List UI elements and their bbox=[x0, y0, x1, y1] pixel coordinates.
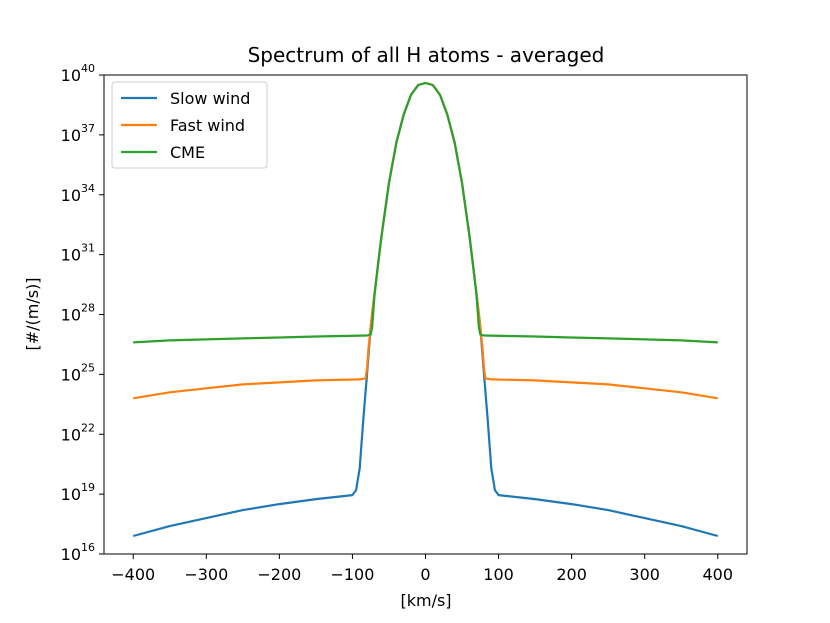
y-tick-base: 10 bbox=[61, 126, 81, 145]
x-axis: −400 −300 −200 −100 0 100 200 300 400 bbox=[111, 554, 733, 584]
y-tick-label: 1025 bbox=[61, 361, 95, 384]
x-tick-label: −200 bbox=[257, 565, 301, 584]
x-tick-label: 300 bbox=[629, 565, 660, 584]
series-layer bbox=[132, 81, 719, 538]
y-tick-exponent: 22 bbox=[81, 421, 95, 434]
y-tick-base: 10 bbox=[61, 186, 81, 205]
y-tick-exponent: 40 bbox=[81, 62, 95, 75]
y-tick-label: 1022 bbox=[61, 421, 95, 444]
y-tick-exponent: 25 bbox=[81, 361, 95, 374]
legend-label-cme: CME bbox=[170, 143, 205, 162]
x-tick-label: −400 bbox=[111, 565, 155, 584]
y-tick-label: 1016 bbox=[61, 541, 95, 564]
x-tick-label: 200 bbox=[556, 565, 587, 584]
y-tick-base: 10 bbox=[61, 545, 81, 564]
series-line-cme bbox=[133, 81, 718, 344]
y-tick-exponent: 37 bbox=[81, 122, 95, 135]
y-tick-exponent: 19 bbox=[81, 481, 95, 494]
x-tick-label: −100 bbox=[330, 565, 374, 584]
y-tick-exponent: 28 bbox=[81, 302, 95, 315]
legend-box bbox=[111, 81, 268, 169]
y-tick-base: 10 bbox=[61, 485, 81, 504]
y-tick-exponent: 31 bbox=[81, 242, 95, 255]
x-tick-label: 400 bbox=[702, 565, 733, 584]
y-tick-base: 10 bbox=[61, 246, 81, 265]
y-tick-label: 1031 bbox=[61, 242, 95, 265]
legend: Slow wind Fast wind CME bbox=[111, 81, 268, 169]
y-tick-label: 1034 bbox=[61, 182, 95, 205]
y-tick-exponent: 34 bbox=[81, 182, 95, 195]
y-tick-label: 1019 bbox=[61, 481, 95, 504]
y-tick-base: 10 bbox=[61, 66, 81, 85]
x-axis-label: [km/s] bbox=[400, 591, 451, 610]
y-tick-label: 1028 bbox=[61, 302, 95, 325]
y-tick-base: 10 bbox=[61, 306, 81, 325]
y-axis-label: [#/(m/s)] bbox=[23, 277, 42, 350]
y-tick-exponent: 16 bbox=[81, 541, 95, 554]
legend-label-fast-wind: Fast wind bbox=[170, 116, 245, 135]
y-tick-label: 1037 bbox=[61, 122, 95, 145]
y-tick-base: 10 bbox=[61, 425, 81, 444]
y-tick-label: 1040 bbox=[61, 62, 95, 85]
chart-title: Spectrum of all H atoms - averaged bbox=[248, 43, 605, 67]
legend-label-slow-wind: Slow wind bbox=[170, 89, 250, 108]
y-tick-base: 10 bbox=[61, 365, 81, 384]
x-tick-label: 100 bbox=[483, 565, 514, 584]
x-tick-label: 0 bbox=[420, 565, 430, 584]
x-tick-label: −300 bbox=[184, 565, 228, 584]
